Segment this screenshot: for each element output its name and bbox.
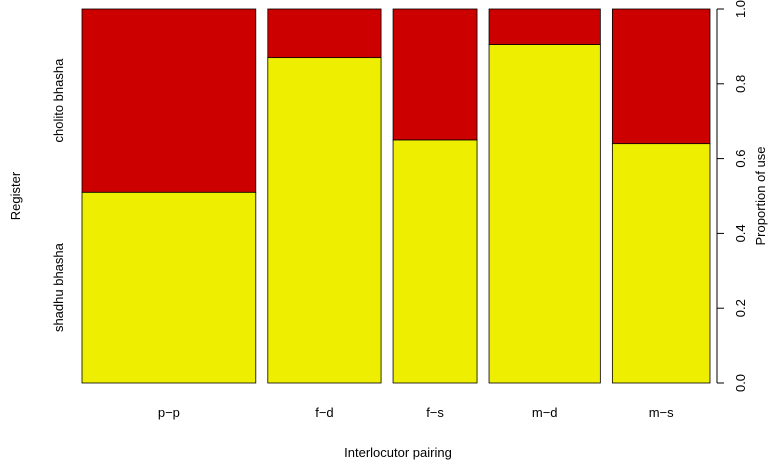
bars-group — [81, 8, 711, 384]
bar-segment-shadhu-2 — [392, 139, 478, 384]
y-tick-label: 1.0 — [733, 0, 748, 18]
bar-segment-shadhu-1 — [267, 57, 382, 384]
bar-segment-shadhu-4 — [611, 143, 711, 384]
bar-segment-cholito-2 — [392, 8, 478, 141]
bar-segment-shadhu-0 — [81, 191, 257, 384]
x-tick-label: f−d — [315, 405, 333, 420]
y-tick-label: 0.4 — [733, 224, 748, 242]
series-label-cholito: cholito bhasha — [51, 58, 66, 143]
y-tick-label: 0.2 — [733, 299, 748, 317]
series-labels: shadhu bhasha cholito bhasha — [51, 58, 66, 332]
bar-segment-cholito-1 — [267, 8, 382, 59]
x-tick-label: p−p — [158, 405, 180, 420]
right-y-axis: 0.0 0.2 0.4 0.6 0.8 1.0 — [716, 0, 748, 392]
left-y-axis-label: Register — [8, 171, 23, 220]
right-y-axis-label: Proportion of use — [753, 146, 768, 245]
x-axis-label: Interlocutor pairing — [344, 445, 452, 460]
x-tick-label: m−s — [649, 405, 674, 420]
bar-segment-cholito-4 — [611, 8, 711, 145]
y-tick-label: 0.0 — [733, 374, 748, 392]
bar-segment-shadhu-3 — [488, 44, 601, 384]
bar-segment-cholito-0 — [81, 8, 257, 193]
x-tick-label: f−s — [426, 405, 444, 420]
bar-segment-cholito-3 — [488, 8, 601, 45]
x-tick-labels: p−p f−d f−s m−d m−s — [158, 405, 674, 420]
series-label-shadhu: shadhu bhasha — [51, 242, 66, 332]
x-tick-label: m−d — [532, 405, 558, 420]
y-tick-label: 0.6 — [733, 150, 748, 168]
y-tick-label: 0.8 — [733, 75, 748, 93]
